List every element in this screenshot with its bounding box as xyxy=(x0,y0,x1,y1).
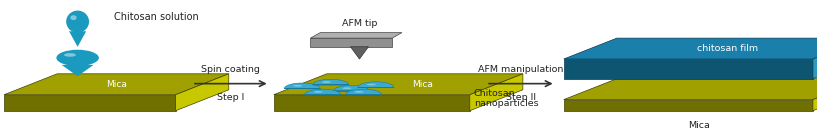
Text: AFM manipulation: AFM manipulation xyxy=(478,65,564,74)
Polygon shape xyxy=(813,38,817,79)
Text: Chitosan solution: Chitosan solution xyxy=(114,12,199,22)
Polygon shape xyxy=(350,47,368,59)
Polygon shape xyxy=(358,82,394,87)
Ellipse shape xyxy=(342,87,351,89)
Polygon shape xyxy=(274,74,523,95)
Polygon shape xyxy=(333,86,369,91)
Text: Mica: Mica xyxy=(688,121,710,129)
Ellipse shape xyxy=(56,50,99,66)
Polygon shape xyxy=(274,95,470,111)
Ellipse shape xyxy=(293,85,302,87)
Polygon shape xyxy=(346,89,382,95)
Text: Step I: Step I xyxy=(217,93,244,102)
Polygon shape xyxy=(176,74,229,111)
Polygon shape xyxy=(4,95,176,111)
Polygon shape xyxy=(564,100,813,111)
Polygon shape xyxy=(813,79,817,111)
Ellipse shape xyxy=(66,11,89,33)
Text: chitosan film: chitosan film xyxy=(697,44,757,53)
Polygon shape xyxy=(284,83,320,89)
Ellipse shape xyxy=(355,91,364,93)
Ellipse shape xyxy=(64,53,76,57)
Polygon shape xyxy=(62,65,94,76)
Text: Mica: Mica xyxy=(106,80,127,89)
Polygon shape xyxy=(564,59,813,79)
Ellipse shape xyxy=(314,91,323,93)
Text: Chitosan
nanoparticles: Chitosan nanoparticles xyxy=(474,89,538,108)
Text: Step II: Step II xyxy=(506,93,536,102)
Polygon shape xyxy=(305,89,341,95)
Text: Spin coating: Spin coating xyxy=(201,65,261,74)
Polygon shape xyxy=(310,38,392,47)
Polygon shape xyxy=(313,79,349,85)
Text: Mica: Mica xyxy=(413,80,433,89)
Polygon shape xyxy=(4,74,229,95)
Polygon shape xyxy=(470,74,523,111)
Polygon shape xyxy=(564,38,817,59)
Ellipse shape xyxy=(367,84,376,85)
Text: AFM tip: AFM tip xyxy=(342,19,377,28)
Ellipse shape xyxy=(70,15,77,20)
Polygon shape xyxy=(69,31,87,47)
Polygon shape xyxy=(564,79,817,100)
Polygon shape xyxy=(310,33,402,38)
Ellipse shape xyxy=(322,81,331,83)
